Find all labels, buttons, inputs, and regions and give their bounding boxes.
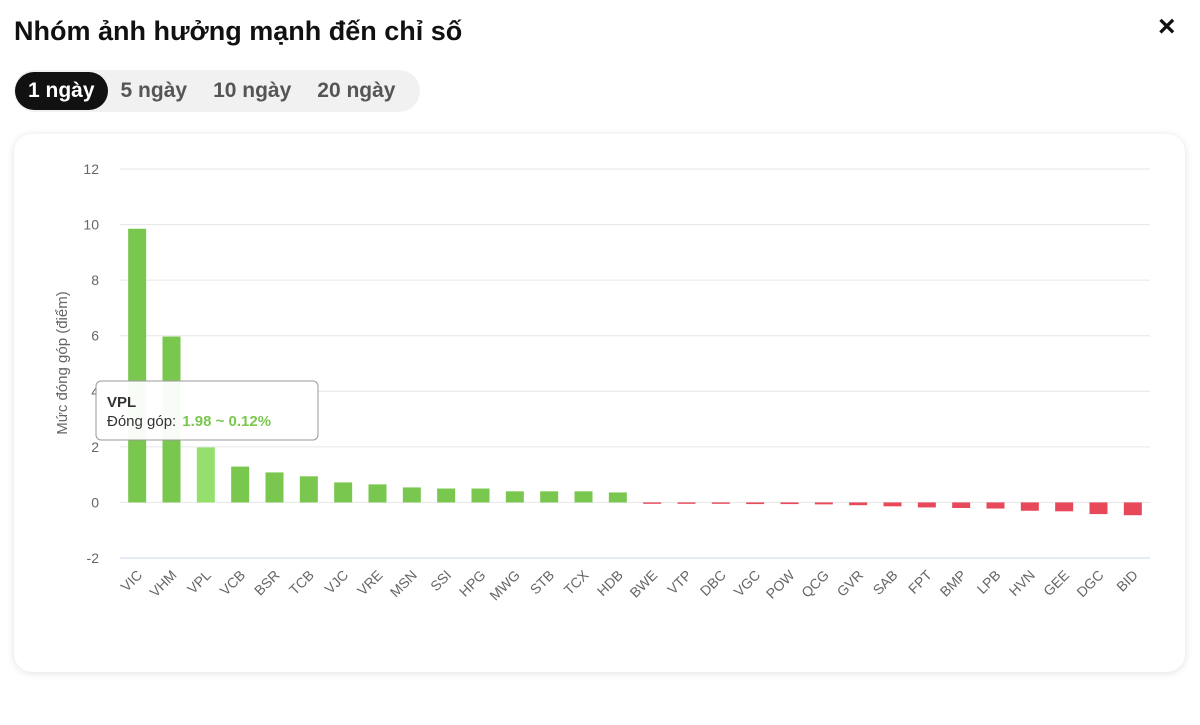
bar [986, 502, 1005, 509]
bar [917, 502, 936, 508]
x-tick-label: BSR [251, 567, 283, 599]
bar [265, 472, 284, 503]
x-tick-label: FPT [905, 566, 935, 596]
tooltip-box [95, 380, 319, 441]
y-tick-label: 12 [83, 161, 99, 177]
bar [952, 502, 971, 508]
tab[interactable]: 10 ngày [213, 79, 292, 102]
x-tick-label: DBC [697, 567, 729, 599]
bar [1089, 502, 1108, 515]
title: Nhóm ảnh hưởng mạnh đến chỉ số [14, 16, 463, 46]
tab-bar: 1 ngày 5 ngày 10 ngày 20 ngày [14, 70, 420, 112]
x-tick-label: LPB [974, 567, 1004, 597]
x-tick-label: SAB [869, 567, 900, 598]
x-tick-label: DGC [1073, 567, 1106, 600]
bar [1055, 502, 1074, 512]
x-tick-label: BWE [626, 567, 660, 601]
bar [1020, 502, 1039, 511]
x-tick-label: VPL [184, 567, 214, 597]
x-tick-label: BMP [937, 567, 970, 600]
x-tick-label: HVN [1006, 567, 1038, 599]
bar [128, 228, 147, 503]
x-tick-label: GVR [834, 567, 867, 600]
tab[interactable]: 5 ngày [120, 79, 188, 102]
bar [368, 484, 387, 503]
bar [643, 502, 662, 504]
bar [231, 466, 250, 503]
y-tick-label: -2 [87, 550, 100, 566]
y-tick-label: 0 [91, 494, 99, 510]
bar [849, 502, 868, 506]
x-tick-label: HPG [456, 567, 489, 600]
x-tick-label: POW [763, 566, 799, 602]
x-tick-label: MWG [486, 567, 523, 604]
bar [505, 491, 524, 503]
bar [574, 491, 593, 503]
tab[interactable]: 1 ngày [15, 72, 108, 110]
x-tick-label: BID [1113, 567, 1141, 595]
bar [677, 502, 696, 504]
bar [1123, 502, 1142, 516]
x-tick-label: VGC [731, 567, 764, 600]
y-tick-label: 6 [91, 328, 99, 344]
tooltip-text: Đóng góp: 1.98 ~ 0.12% [107, 413, 271, 430]
x-tick-label: VRE [354, 567, 386, 599]
y-tick-label: 8 [91, 272, 99, 288]
x-tick-label: VJC [321, 567, 351, 597]
bar [814, 502, 833, 505]
bar [196, 447, 215, 503]
x-tick-label: GEE [1040, 567, 1072, 599]
x-tick-label: VTP [664, 567, 695, 598]
bar [746, 502, 765, 505]
y-tick-label: 10 [83, 217, 99, 233]
y-tick-label: 4 [91, 383, 99, 399]
tooltip-value: 1.98 ~ 0.12% [182, 413, 271, 430]
bar [402, 487, 421, 503]
x-tick-label: STB [527, 567, 558, 598]
x-tick-label: VHM [146, 567, 179, 600]
x-tick-label: QCG [798, 567, 832, 601]
close-button[interactable]: × [1158, 10, 1176, 43]
bar [334, 482, 353, 503]
x-tick-label: VIC [117, 567, 145, 595]
y-tick-label: 2 [91, 439, 99, 455]
x-tick-label: SSI [427, 567, 454, 594]
tooltip: VPL Đóng góp: 1.98 ~ 0.12% [95, 380, 319, 441]
x-tick-label: TCB [286, 567, 317, 598]
x-tick-label: MSN [387, 567, 420, 600]
x-tick-label: HDB [594, 567, 626, 599]
x-tick-label: VCB [217, 567, 249, 599]
bar [437, 488, 456, 503]
tooltip-title: VPL [107, 394, 136, 411]
bar [780, 502, 799, 505]
bar [471, 488, 490, 503]
bar [883, 502, 902, 507]
bar [540, 491, 559, 503]
bar [299, 476, 318, 503]
tooltip-label: Đóng góp: [107, 413, 176, 430]
bar [711, 502, 730, 504]
y-axis-label: Mức đóng góp (điểm) [54, 291, 71, 434]
bar [608, 492, 627, 503]
tab[interactable]: 20 ngày [317, 79, 396, 102]
x-tick-label: TCX [561, 566, 593, 598]
